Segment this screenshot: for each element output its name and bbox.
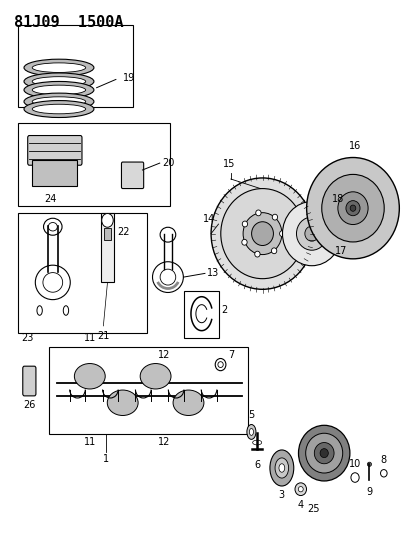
Ellipse shape <box>306 158 399 259</box>
Ellipse shape <box>345 200 359 216</box>
Ellipse shape <box>254 251 259 257</box>
Ellipse shape <box>173 390 204 416</box>
Text: 22: 22 <box>117 227 130 237</box>
Ellipse shape <box>24 101 94 117</box>
Text: 13: 13 <box>206 269 219 278</box>
Text: 21: 21 <box>97 331 109 341</box>
Text: 6: 6 <box>254 459 260 470</box>
Ellipse shape <box>255 210 261 216</box>
Ellipse shape <box>274 458 288 478</box>
Ellipse shape <box>102 214 113 227</box>
Ellipse shape <box>350 473 358 482</box>
FancyBboxPatch shape <box>121 162 143 189</box>
Text: 10: 10 <box>348 459 360 469</box>
Text: 14: 14 <box>202 214 215 224</box>
Bar <box>18 25 133 108</box>
Ellipse shape <box>24 73 94 90</box>
Text: 8: 8 <box>380 455 386 465</box>
Text: 24: 24 <box>45 193 57 204</box>
Ellipse shape <box>296 217 326 250</box>
Ellipse shape <box>278 464 284 472</box>
Text: 15: 15 <box>223 159 235 169</box>
Ellipse shape <box>313 442 333 464</box>
Ellipse shape <box>211 178 313 289</box>
Ellipse shape <box>24 59 94 76</box>
Ellipse shape <box>366 462 370 466</box>
Bar <box>18 214 147 333</box>
Ellipse shape <box>319 449 328 458</box>
Text: 11: 11 <box>83 437 96 447</box>
Ellipse shape <box>282 201 340 266</box>
Ellipse shape <box>271 248 276 254</box>
Bar <box>101 214 114 282</box>
Text: 25: 25 <box>306 504 318 514</box>
Bar <box>184 292 219 338</box>
Ellipse shape <box>269 450 293 486</box>
Ellipse shape <box>349 205 355 211</box>
Text: 12: 12 <box>157 437 170 447</box>
Bar <box>104 228 111 240</box>
Ellipse shape <box>107 390 138 416</box>
Ellipse shape <box>140 364 171 389</box>
Text: 11: 11 <box>83 333 96 343</box>
Text: 1: 1 <box>103 454 109 464</box>
Ellipse shape <box>279 231 284 237</box>
Text: 3: 3 <box>278 490 284 500</box>
Text: 81J09  1500A: 81J09 1500A <box>14 14 123 30</box>
Text: 23: 23 <box>21 333 33 343</box>
Ellipse shape <box>321 174 383 242</box>
Ellipse shape <box>249 429 253 435</box>
Ellipse shape <box>24 82 94 99</box>
Bar <box>49 347 247 433</box>
Text: 4: 4 <box>297 500 303 510</box>
Ellipse shape <box>246 424 255 439</box>
FancyBboxPatch shape <box>28 135 82 165</box>
Ellipse shape <box>242 213 281 255</box>
Text: 5: 5 <box>248 410 254 420</box>
Ellipse shape <box>241 239 247 245</box>
Ellipse shape <box>32 85 85 95</box>
Bar <box>32 160 77 186</box>
Ellipse shape <box>337 192 367 224</box>
Ellipse shape <box>74 364 105 389</box>
Text: 19: 19 <box>122 73 135 83</box>
Ellipse shape <box>32 97 85 107</box>
Ellipse shape <box>294 483 306 496</box>
Bar <box>18 123 170 206</box>
Ellipse shape <box>380 470 386 477</box>
Text: 17: 17 <box>334 246 346 256</box>
FancyBboxPatch shape <box>23 366 36 396</box>
Text: 12: 12 <box>157 350 170 360</box>
Text: 18: 18 <box>332 194 344 204</box>
Text: 2: 2 <box>221 305 227 315</box>
Ellipse shape <box>24 93 94 110</box>
Text: 7: 7 <box>228 350 234 360</box>
Ellipse shape <box>298 425 349 481</box>
Ellipse shape <box>220 189 304 279</box>
Ellipse shape <box>242 221 247 227</box>
Text: 16: 16 <box>348 141 360 151</box>
Ellipse shape <box>272 214 277 220</box>
Ellipse shape <box>298 487 302 492</box>
Ellipse shape <box>32 104 85 114</box>
Text: 9: 9 <box>366 487 372 497</box>
Ellipse shape <box>304 226 318 241</box>
Ellipse shape <box>305 433 342 473</box>
Ellipse shape <box>32 77 85 86</box>
Text: 20: 20 <box>161 158 174 168</box>
Ellipse shape <box>251 222 273 246</box>
Text: 26: 26 <box>23 400 36 409</box>
Ellipse shape <box>32 63 85 72</box>
